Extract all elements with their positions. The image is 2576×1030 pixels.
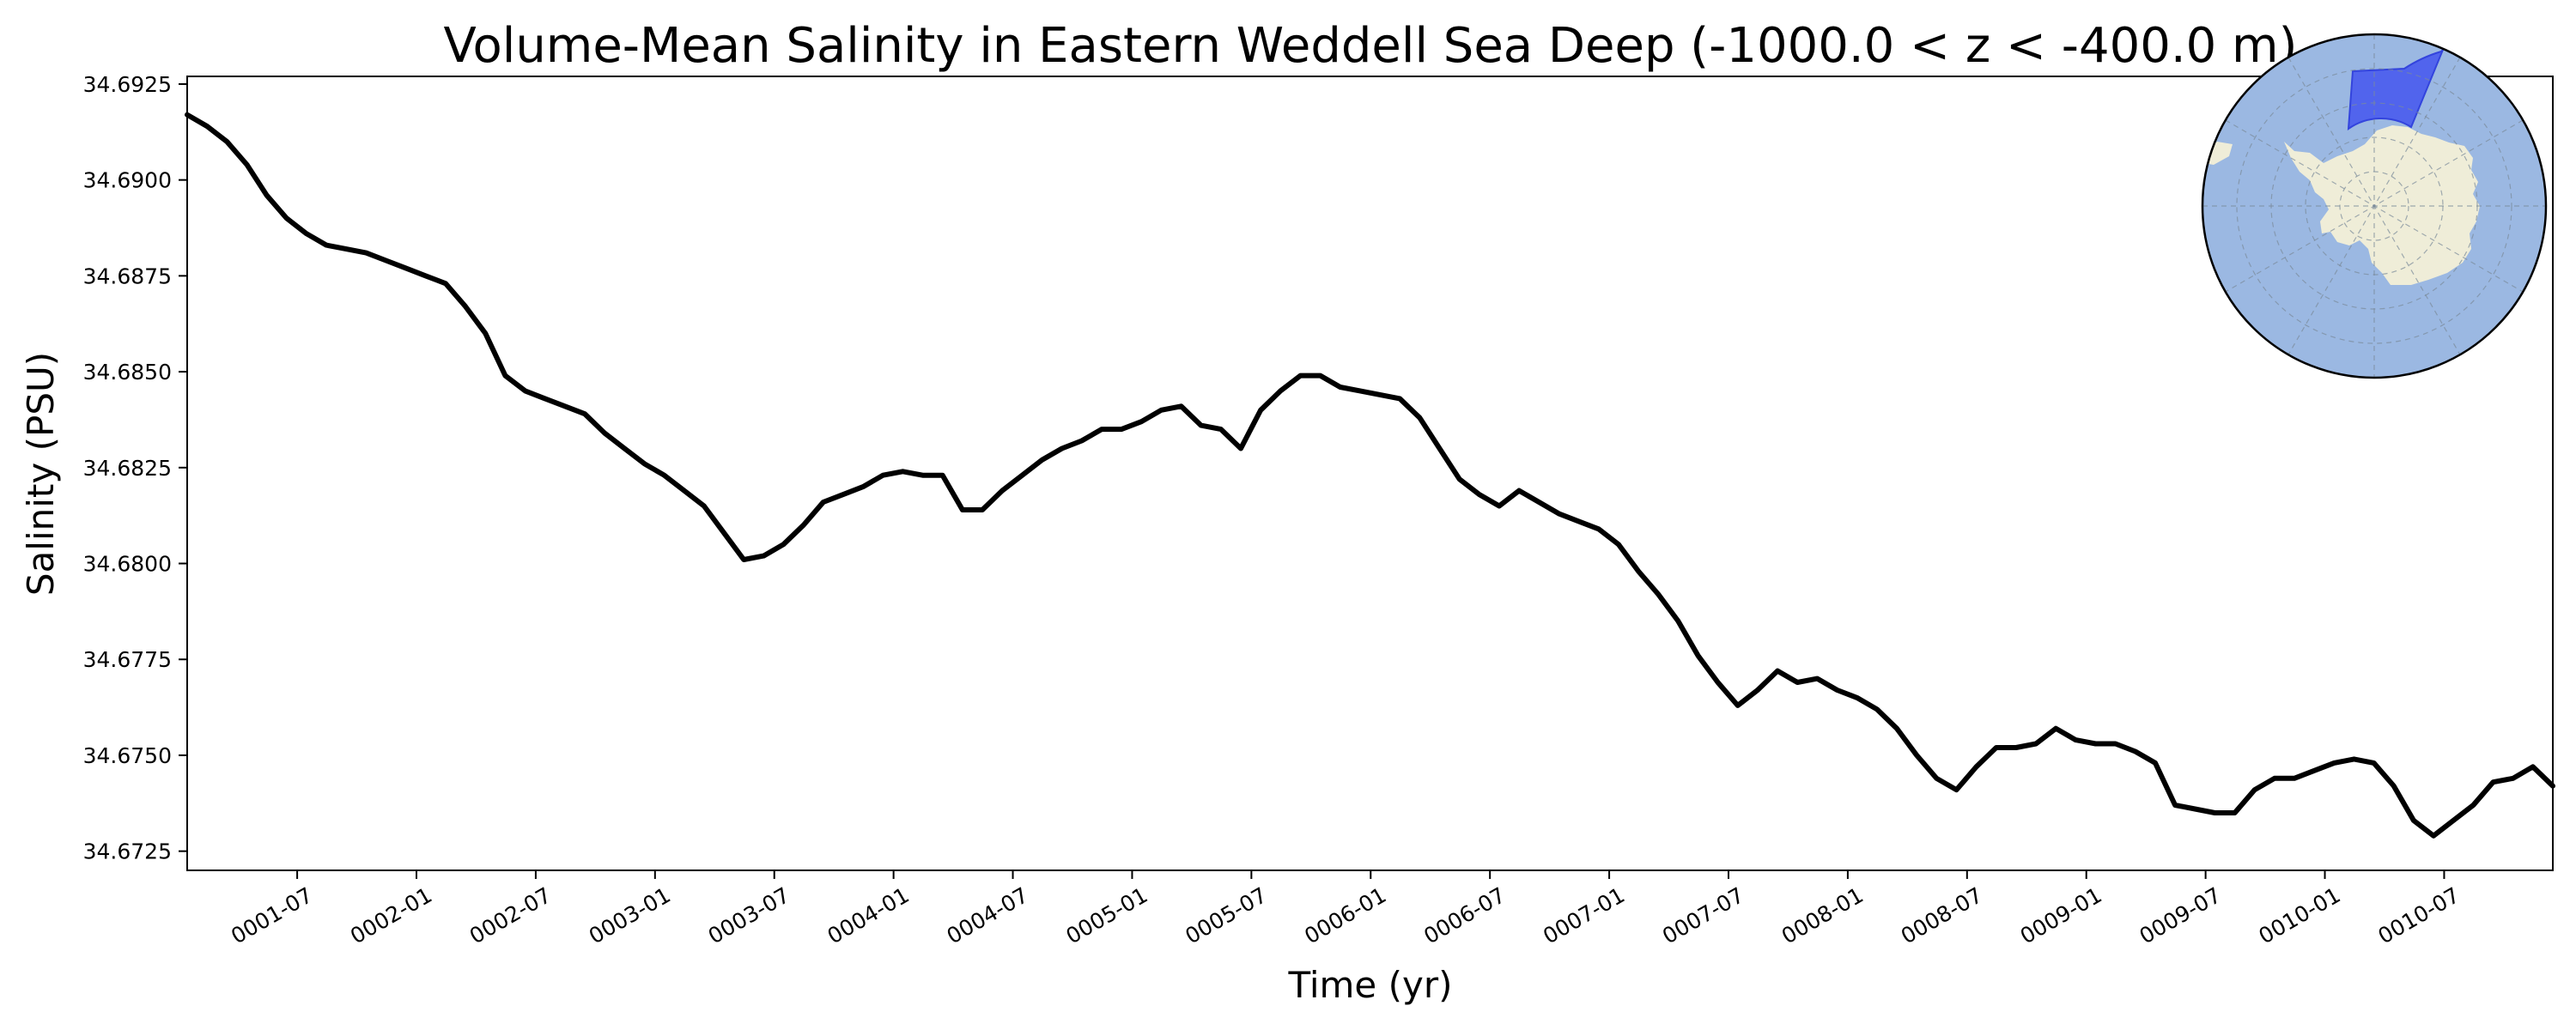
y-tick-label: 34.6725 [83,839,172,864]
latitude-circle [2236,68,2512,344]
chart-title: Volume-Mean Salinity in Eastern Weddell … [444,18,2298,74]
plot-frame [186,76,2554,871]
x-tick-label: 0005-07 [1181,882,1271,948]
plot-area [185,112,2555,839]
x-tick-label: 0008-01 [1777,882,1868,948]
x-tick-label: 0005-01 [1061,882,1151,948]
x-tick-label: 0007-07 [1658,882,1748,948]
meridian-line [2225,119,2524,293]
y-tick-label: 34.6825 [83,456,172,481]
x-tick-label: 0003-07 [704,882,794,948]
x-tick-label: 0003-01 [585,882,675,948]
y-tick-label: 34.6750 [83,743,172,768]
y-tick-label: 34.6850 [83,360,172,385]
x-tick-label: 0007-01 [1539,882,1629,948]
map-graticule [2202,34,2546,378]
x-tick-label: 0004-07 [943,882,1033,948]
x-tick-label: 0008-07 [1897,882,1987,948]
x-tick-label: 0002-07 [465,882,556,948]
y-axis-label: Salinity (PSU) [20,352,62,596]
y-tick-label: 34.6800 [83,552,172,577]
globe-border [2201,33,2548,379]
y-tick-label: 34.6900 [83,168,172,193]
y-tick-label: 34.6775 [83,647,172,672]
x-tick-label: 0009-01 [2016,882,2106,948]
x-tick-label: 0006-07 [1419,882,1510,948]
y-tick-label: 34.6925 [83,72,172,97]
x-axis-label: Time (yr) [1287,964,1452,1006]
x-tick-label: 0009-07 [2136,882,2226,948]
eastern-weddell-region [2347,49,2444,131]
x-tick-label: 0004-01 [823,882,914,948]
salinity-series-line [185,112,2555,839]
y-axis: 34.6725 34.6750 34.6775 34.6800 34.6825 34.68… [83,72,187,864]
x-tick-label: 0010-07 [2373,882,2464,948]
x-tick-label: 0001-07 [227,882,317,948]
x-tick-label: 0002-01 [346,882,436,948]
antarctic-inset-map [2201,33,2548,379]
y-tick-label: 34.6875 [83,264,172,288]
x-axis: 0001-07 0002-01 0002-07 0003-01 0003-07 0004-… [227,870,2464,948]
x-tick-label: 0006-01 [1300,882,1390,948]
x-tick-label: 0010-01 [2255,882,2345,948]
